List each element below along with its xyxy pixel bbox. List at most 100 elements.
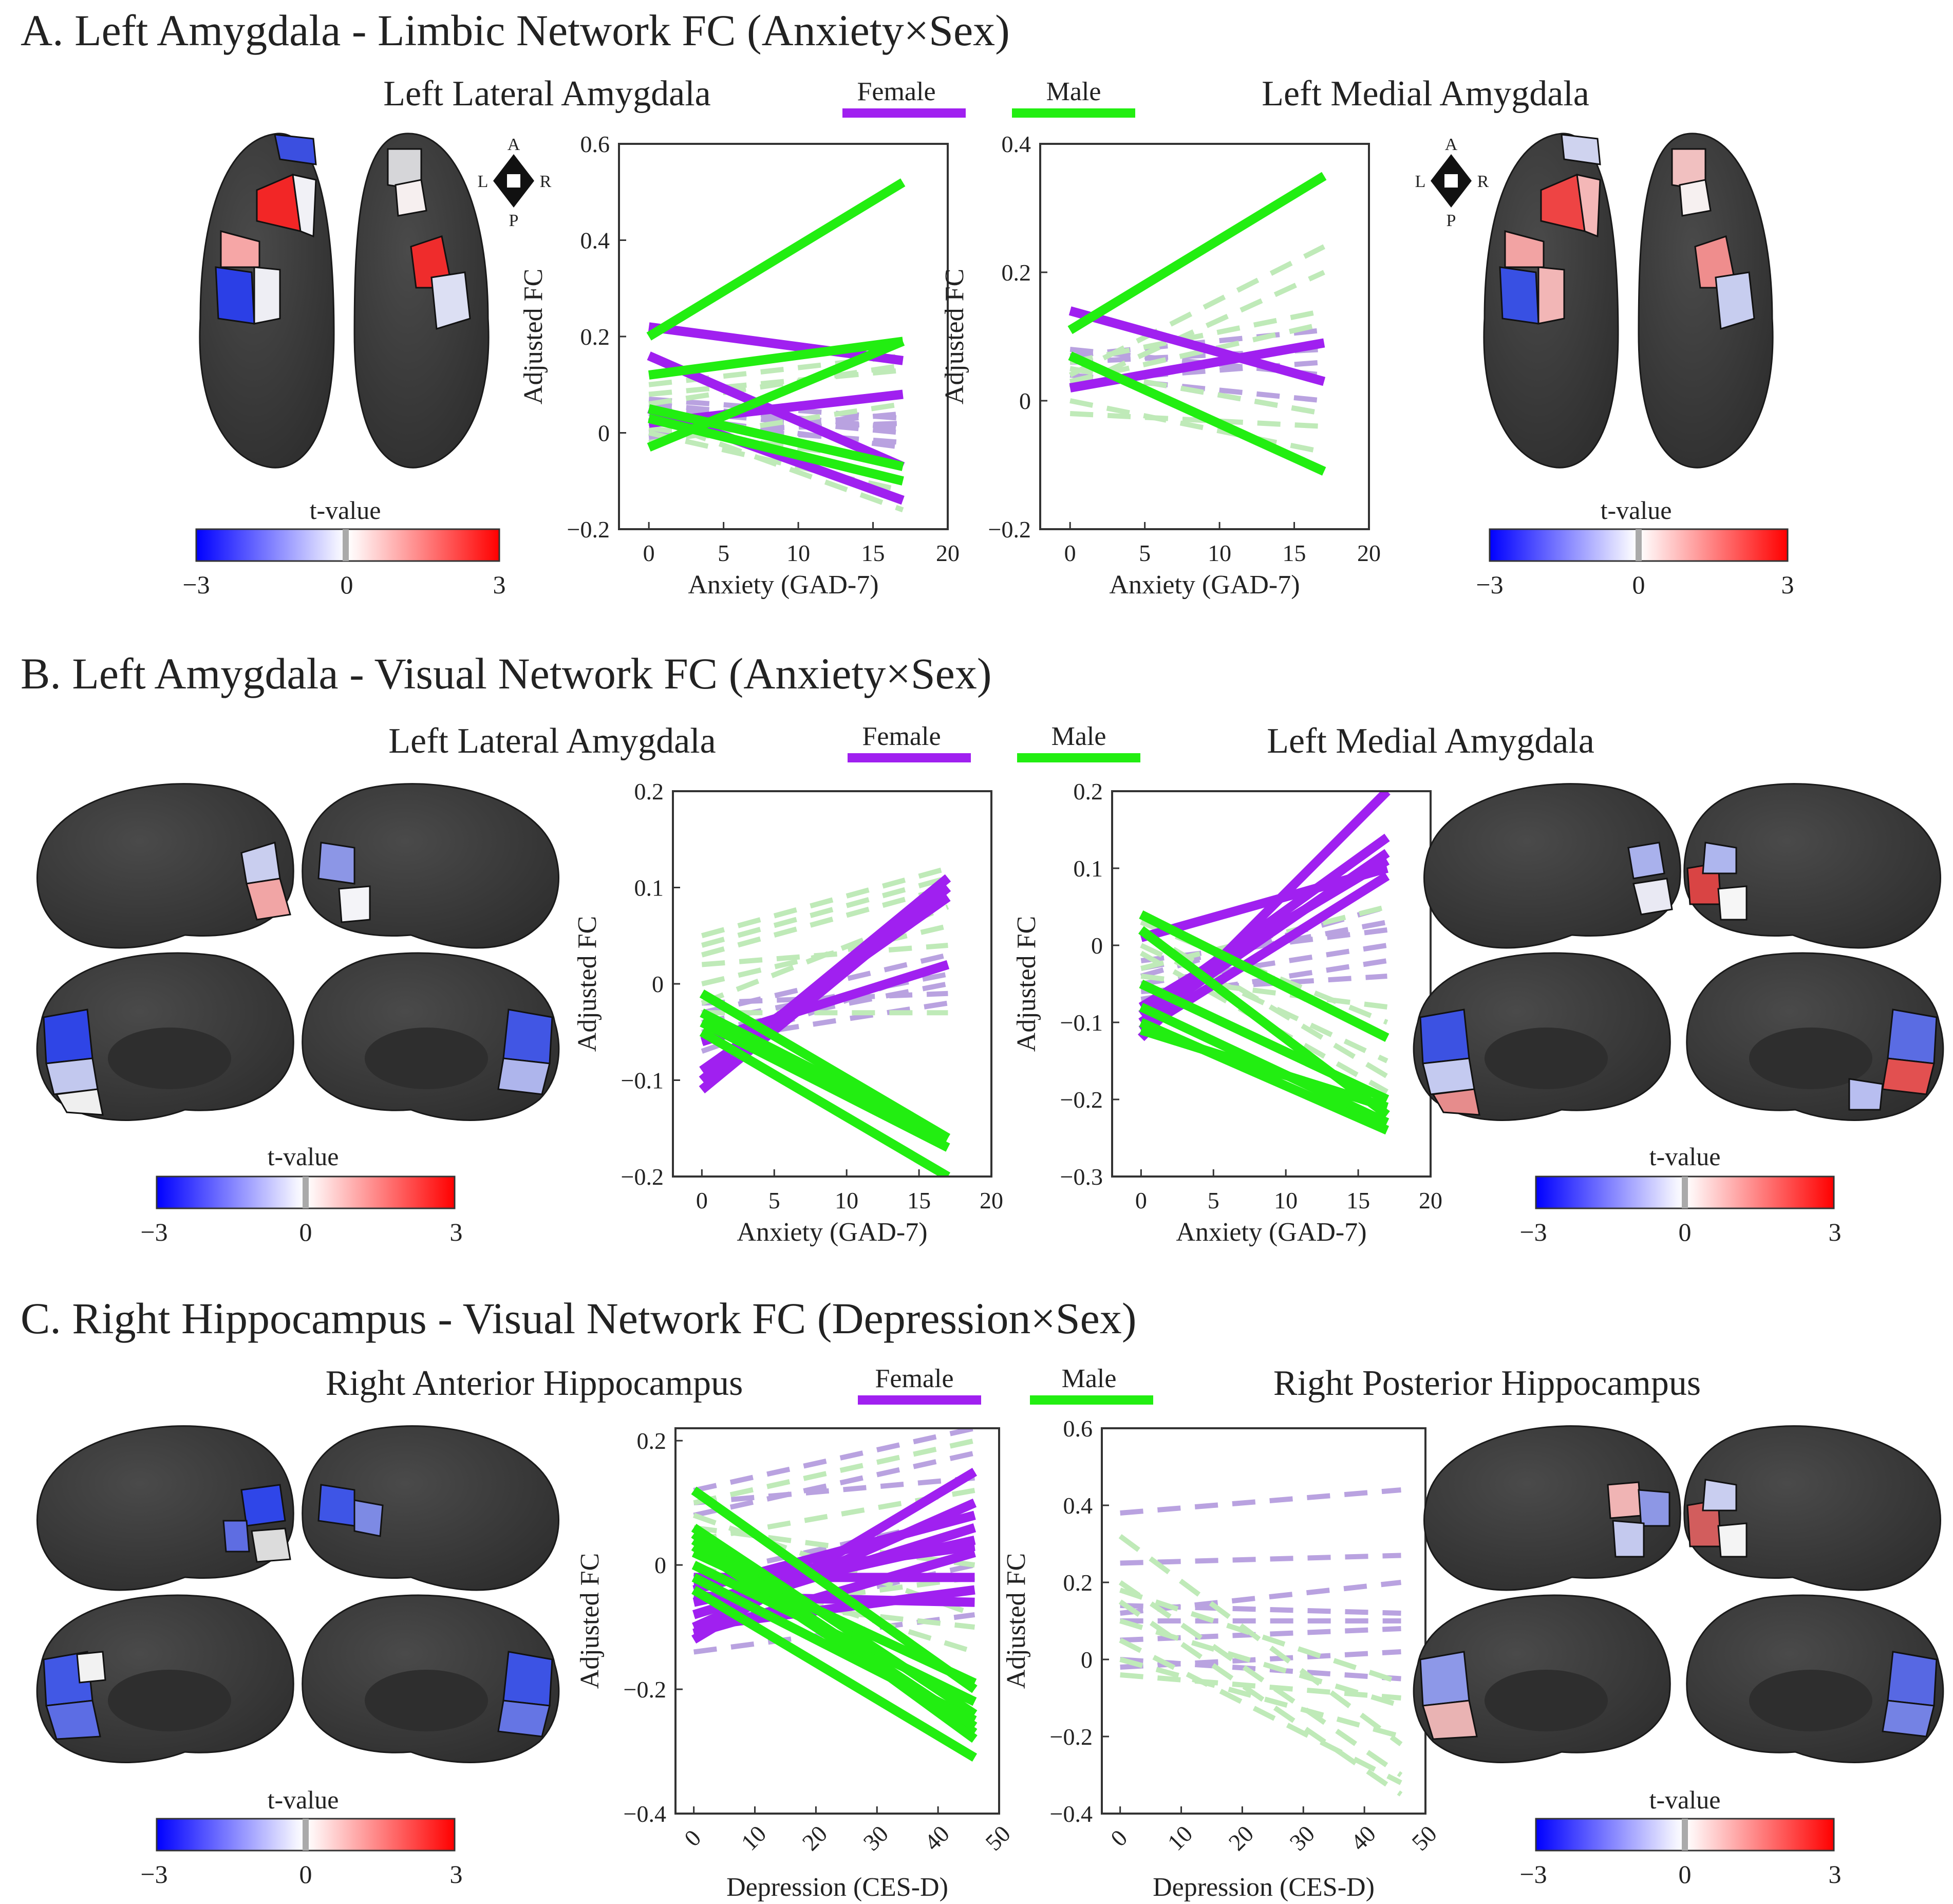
chart-c-anterior: 0 10 20 30 40 50 −0.4 −0.2 0 0.2 Depression (CES-D… bbox=[575, 1427, 1016, 1902]
brain-lateral-right bbox=[1683, 1425, 1941, 1591]
region-white-orbital bbox=[395, 179, 427, 217]
region-white-occipital bbox=[251, 1527, 291, 1563]
male-dashed-line bbox=[1069, 411, 1324, 429]
legend-male-label: Male bbox=[1062, 1364, 1117, 1393]
male-fit-line bbox=[648, 414, 904, 486]
x-tick-label: 15 bbox=[907, 1187, 931, 1214]
colorbar-left: t-value −3 0 3 bbox=[140, 1142, 462, 1246]
colorbar-title: t-value bbox=[1649, 1785, 1721, 1814]
legend-male-label: Male bbox=[1046, 77, 1101, 106]
x-tick-label: 10 bbox=[1208, 540, 1231, 566]
region-blue-occipital-2 bbox=[353, 1499, 384, 1537]
region-blue-occipital-2 bbox=[222, 1520, 250, 1553]
x-tick-label: 15 bbox=[1283, 540, 1306, 566]
legend-female-label: Female bbox=[875, 1364, 953, 1393]
right-subtitle: Right Posterior Hippocampus bbox=[1273, 1364, 1701, 1403]
brain-ventral-left-hemi-medial bbox=[1483, 133, 1619, 469]
colorbar-tick-zero: 0 bbox=[1679, 1860, 1692, 1889]
region-lightblue-lingual bbox=[1848, 1078, 1884, 1111]
region-lightblue-occipital bbox=[1702, 1479, 1737, 1511]
y-tick-label: −0.2 bbox=[1050, 1724, 1093, 1750]
male-dashed-line bbox=[701, 885, 949, 958]
male-dashed-line bbox=[1119, 1657, 1402, 1739]
region-white-lingual bbox=[55, 1088, 104, 1116]
region-white-orbital bbox=[292, 174, 317, 238]
region-lightblue-temporal bbox=[430, 271, 471, 330]
region-blue-cuneus bbox=[502, 1651, 553, 1707]
male-fit-line bbox=[700, 1009, 950, 1143]
left-subtitle: Left Lateral Amygdala bbox=[383, 74, 711, 114]
male-dashed-line bbox=[648, 363, 904, 407]
x-tick-label: 50 bbox=[980, 1820, 1016, 1856]
x-tick-label: 0 bbox=[696, 1187, 708, 1214]
y-axis-label: Adjusted FC bbox=[519, 269, 548, 404]
region-red-lingual bbox=[1882, 1057, 1935, 1095]
compass-anterior: A bbox=[1445, 135, 1458, 154]
region-blue-cuneus bbox=[1887, 1651, 1938, 1707]
panel-b: B. Left Amygdala - Visual Network FC (An… bbox=[21, 649, 1944, 1247]
male-fit-line bbox=[1139, 979, 1389, 1104]
y-tick-label: 0 bbox=[598, 420, 610, 446]
region-blue-cuneus bbox=[1419, 1651, 1470, 1707]
colorbar-tick-max: 3 bbox=[450, 1218, 463, 1246]
right-subtitle: Left Medial Amygdala bbox=[1262, 74, 1589, 114]
region-blue-cuneus bbox=[1887, 1009, 1938, 1065]
y-tick-label: 0.4 bbox=[580, 228, 610, 254]
corpus-callosum bbox=[1485, 1670, 1608, 1731]
region-white-occipital bbox=[1717, 1522, 1748, 1558]
x-axis-label: Depression (CES-D) bbox=[726, 1873, 948, 1902]
x-tick-label: 15 bbox=[1346, 1187, 1370, 1214]
region-blue-temporal bbox=[215, 266, 255, 325]
brain-medial-left bbox=[36, 952, 294, 1121]
region-pink-occipital bbox=[246, 878, 291, 921]
female-dashed-line bbox=[693, 1428, 975, 1493]
lateral-hemisphere bbox=[302, 1425, 559, 1591]
orientation-compass-right: A P L R bbox=[1415, 135, 1489, 230]
x-tick-label: 10 bbox=[736, 1820, 772, 1856]
panel-a: A. Left Amygdala - Limbic Network FC (An… bbox=[21, 6, 1794, 600]
y-axis-label: Adjusted FC bbox=[573, 916, 602, 1052]
legend-female-label: Female bbox=[857, 77, 935, 106]
plot-area bbox=[691, 1428, 978, 1762]
axes-frame bbox=[674, 1427, 1000, 1815]
x-tick-label: 0 bbox=[1135, 1187, 1147, 1214]
region-blue-occipital bbox=[317, 1484, 355, 1527]
region-pink-lingual bbox=[1422, 1700, 1478, 1740]
brain-lateral-left bbox=[36, 783, 294, 949]
female-dashed-line bbox=[1069, 347, 1324, 365]
compass-right: R bbox=[540, 172, 552, 191]
colorbar-zero-marker bbox=[303, 1177, 309, 1208]
left-subtitle: Left Lateral Amygdala bbox=[388, 721, 716, 761]
corpus-callosum bbox=[1749, 1028, 1872, 1089]
colorbar-tick-max: 3 bbox=[493, 570, 506, 599]
y-tick-label: 0.2 bbox=[637, 1428, 667, 1454]
male-fit-line bbox=[1139, 910, 1389, 1042]
brain-lateral-left bbox=[36, 1425, 294, 1591]
legend-female-label: Female bbox=[862, 722, 941, 751]
male-fit-line bbox=[1068, 351, 1326, 476]
x-tick-label: 0 bbox=[679, 1824, 706, 1851]
x-tick-label: 15 bbox=[861, 540, 885, 566]
y-tick-label: 0.2 bbox=[1063, 1570, 1093, 1596]
y-tick-label: 0.4 bbox=[1002, 131, 1031, 157]
colorbar-tick-zero: 0 bbox=[299, 1860, 312, 1889]
colorbar-zero-marker bbox=[1682, 1177, 1688, 1208]
male-fit-line bbox=[691, 1486, 978, 1693]
compass-left: L bbox=[478, 172, 489, 191]
colorbar-right: t-value −3 0 3 bbox=[1519, 1142, 1841, 1246]
y-tick-label: 0.2 bbox=[580, 324, 610, 350]
chart-c-posterior: 0 10 20 30 40 50 −0.4 −0.2 0 0.2 0.4 0.6 Depression … bbox=[1002, 1415, 1442, 1902]
orientation-compass-left: A P L R bbox=[478, 135, 552, 230]
colorbar-title: t-value bbox=[268, 1785, 339, 1814]
y-tick-label: 0.2 bbox=[634, 778, 664, 805]
plot-area bbox=[699, 866, 951, 1177]
brain-ventral-right-hemi-medial bbox=[1638, 133, 1774, 469]
region-blue-lingual bbox=[497, 1700, 551, 1738]
colorbar-tick-max: 3 bbox=[1781, 570, 1794, 599]
y-tick-label: −0.3 bbox=[1060, 1164, 1103, 1190]
chart-b-medial: 0 5 10 15 20 −0.3 −0.2 −0.1 0 0.1 0.2 Anxiety (GAD-… bbox=[1012, 778, 1442, 1247]
brain-medial-left bbox=[36, 1594, 294, 1763]
corpus-callosum bbox=[365, 1028, 488, 1089]
male-dashed-line bbox=[1119, 1638, 1402, 1785]
region-white-calcarine bbox=[76, 1651, 106, 1684]
